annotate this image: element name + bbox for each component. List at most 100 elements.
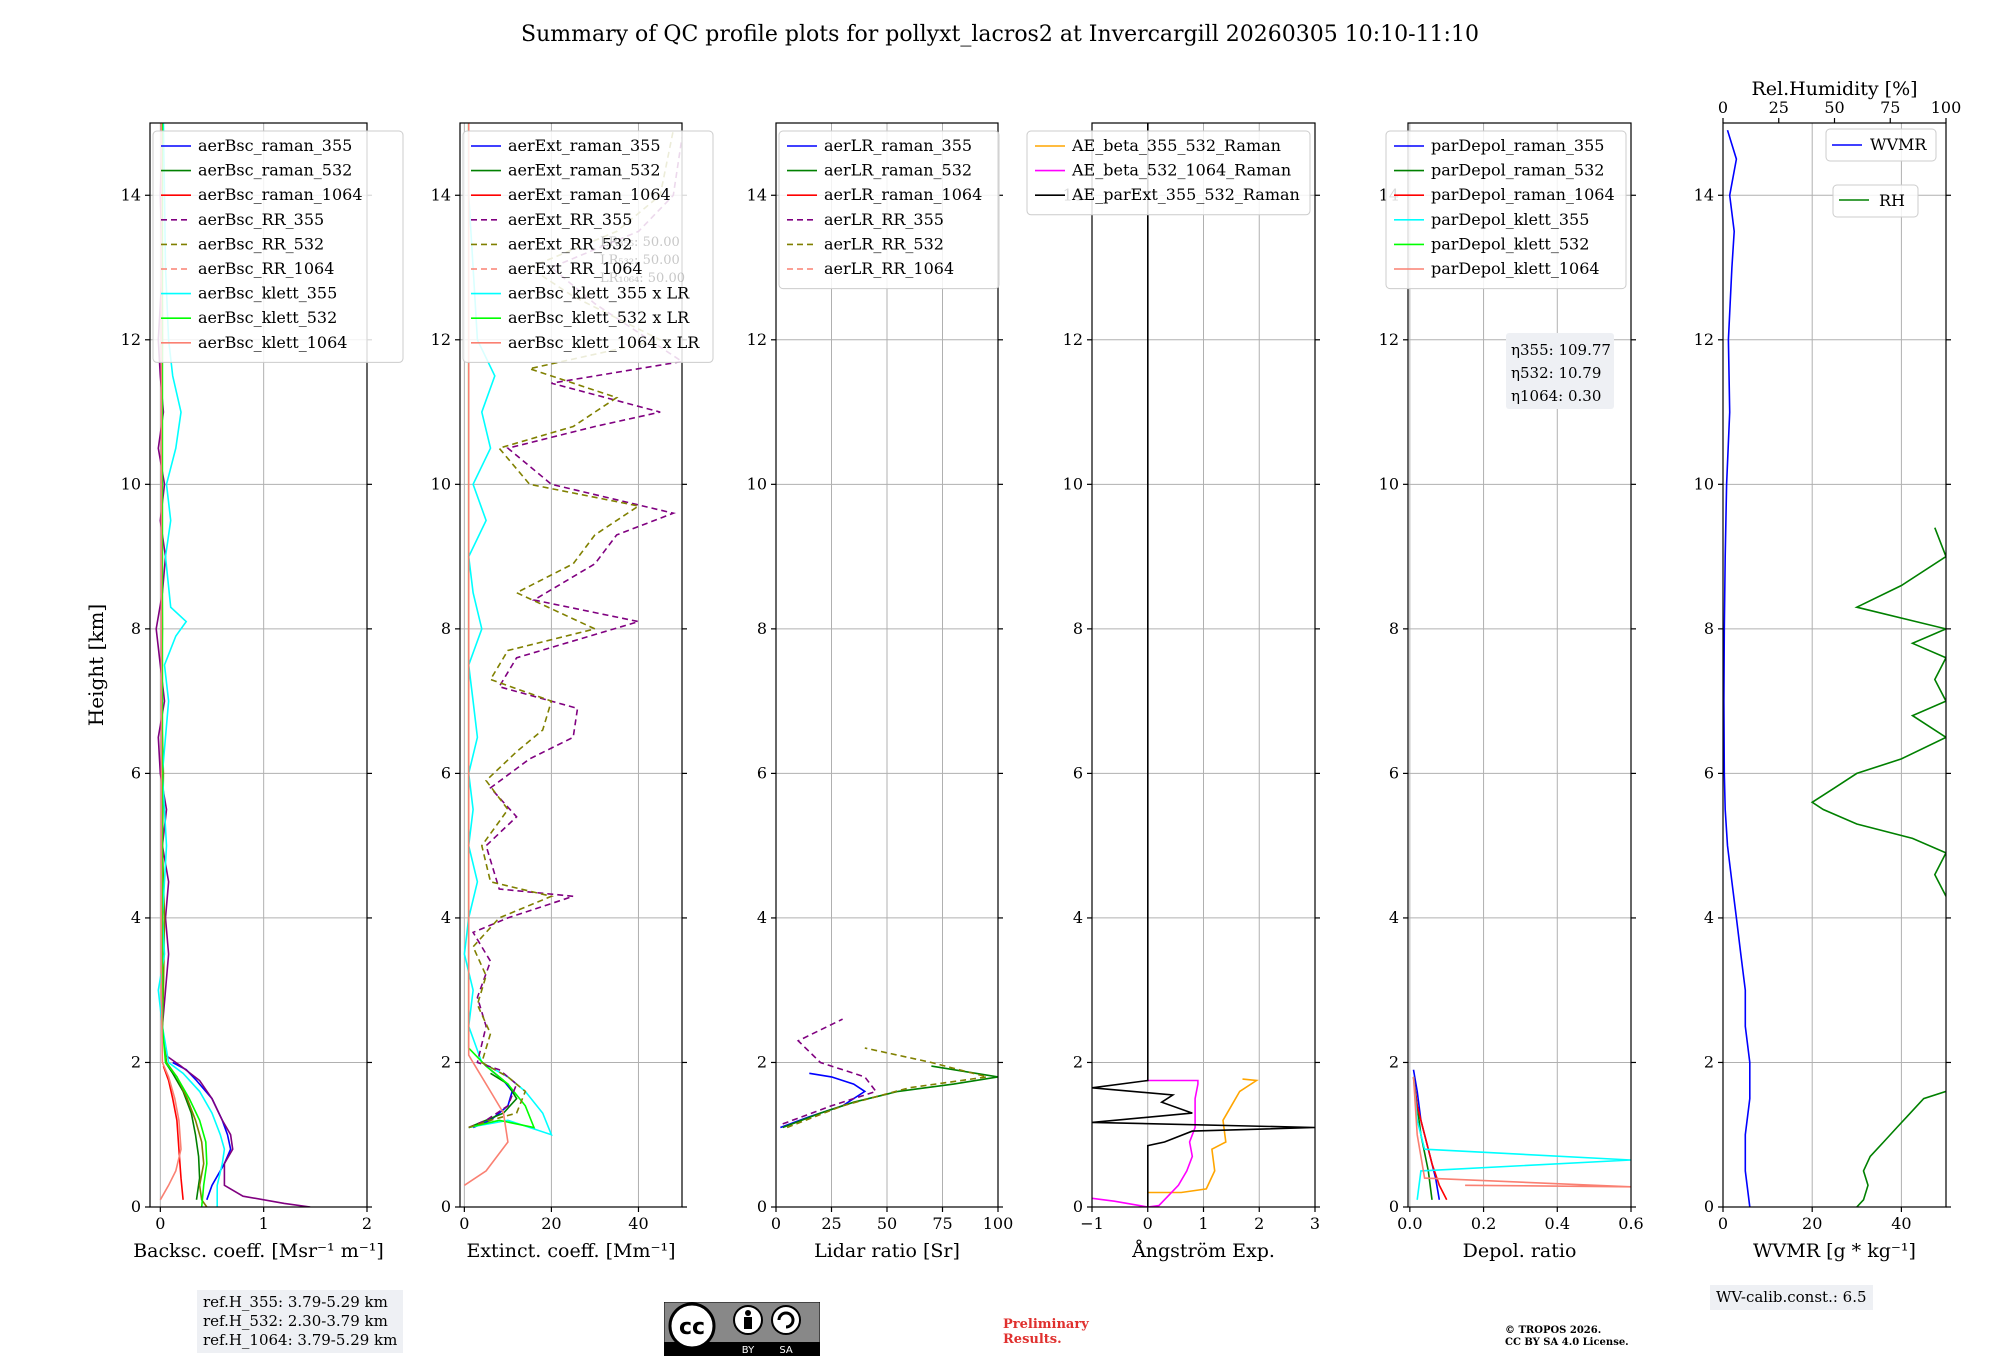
ytick-label: 2 (1704, 1052, 1714, 1071)
cc-text: cc (679, 1315, 705, 1340)
ytick-label: 4 (1389, 908, 1399, 927)
xtick-label: 40 (628, 1214, 648, 1233)
legend-label: parDepol_klett_1064 (1431, 259, 1600, 278)
xtick-label: 2 (362, 1214, 372, 1233)
ytick-label: 8 (1704, 619, 1714, 638)
ytick-label: 14 (1694, 185, 1714, 204)
legend-label: parDepol_raman_1064 (1431, 185, 1615, 204)
legend-label: aerExt_raman_532 (508, 161, 661, 180)
eta-label: η532: 10.79 (1511, 364, 1601, 382)
ytick-label: 6 (757, 763, 767, 782)
legend-label: AE_beta_532_1064_Raman (1071, 161, 1291, 180)
ytick-label: 4 (1073, 908, 1083, 927)
ytick-label: 4 (1704, 908, 1714, 927)
legend-depolarization: parDepol_raman_355 parDepol_raman_532 parD… (1385, 130, 1627, 290)
legend-label: parDepol_klett_355 (1431, 210, 1589, 229)
legend-label: aerBsc_RR_1064 (198, 259, 334, 278)
ytick-label: 0 (131, 1197, 141, 1216)
x-axis-label: Depol. ratio (1463, 1240, 1577, 1262)
series-line-AE_parExt_355_532_Raman (1092, 123, 1315, 1207)
xtick-label: 0.4 (1545, 1214, 1570, 1233)
xtick-label: 20 (541, 1214, 561, 1233)
ytick-label: 8 (1073, 619, 1083, 638)
ytick-label: 0 (441, 1197, 451, 1216)
legend-label: aerLR_RR_1064 (824, 259, 954, 278)
wv-calibration-box: WV-calib.const.: 6.5 (1710, 1285, 1873, 1310)
series-line-aerBsc_raman_532 (164, 1062, 201, 1200)
ytick-label: 6 (1073, 763, 1083, 782)
xtick-label: 40 (1891, 1214, 1911, 1233)
legend-label: aerExt_RR_532 (508, 234, 632, 253)
series-line-aerBsc_raman_1064 (162, 1065, 184, 1200)
figure-title: Summary of QC profile plots for pollyxt_… (521, 22, 1479, 47)
series-line-aerBsc_klett_1064 x LR (463, 123, 509, 1186)
ytick-label: 2 (131, 1052, 141, 1071)
ytick-label: 0 (1073, 1197, 1083, 1216)
ytick-label: 2 (1389, 1052, 1399, 1071)
xtick-label: 100 (983, 1214, 1014, 1233)
series-group-lidar_ratio (780, 1018, 998, 1129)
x-axis-label: Lidar ratio [Sr] (814, 1240, 960, 1262)
xtick-label: 1 (259, 1214, 269, 1233)
ytick-label: 8 (1389, 619, 1399, 638)
legend-label: aerExt_raman_1064 (508, 185, 671, 204)
legend-label: aerBsc_klett_532 (198, 308, 337, 327)
ytick-label: 0 (1704, 1197, 1714, 1216)
ytick-label: 4 (757, 908, 767, 927)
y-axis-label: Height [km] (84, 604, 108, 726)
copyright-line-2: CC BY SA 4.0 License. (1505, 1337, 1629, 1348)
xtick-label: 2 (1254, 1214, 1264, 1233)
series-line-aerExt_RR_355 (468, 137, 682, 1129)
reference-heights-box: ref.H_355: 3.79-5.29 km ref.H_532: 2.30-… (197, 1290, 404, 1353)
ytick-label: 0 (757, 1197, 767, 1216)
top-xtick-label: 75 (1880, 98, 1900, 117)
eta-labels-box: η355: 109.77 η532: 10.79 η1064: 0.30 (1506, 333, 1614, 409)
ytick-label: 6 (441, 763, 451, 782)
ytick-label: 0 (1389, 1197, 1399, 1216)
ytick-label: 12 (747, 330, 767, 349)
panel-extinction: 0 2 4 6 8 10 12 14 0 20 40 Extinct. coeff. [Mm⁻¹] ae… (431, 122, 714, 1262)
series-group-depolarization (1412, 1069, 1631, 1201)
series-line-aerLR_RR_355 (782, 1018, 878, 1125)
ytick-label: 10 (747, 474, 767, 493)
lr-label: LR₅₃₂: 50.00 (600, 253, 680, 268)
legend-label: aerExt_RR_355 (508, 210, 632, 229)
series-line-aerBsc_klett_532 (161, 123, 208, 1207)
panel-water_vapor: 0 2 4 6 8 10 12 14 0 20 40 WVMR [g * kg⁻¹] 0 25 50 75 10… (1694, 78, 1962, 1262)
xtick-label: 75 (932, 1214, 952, 1233)
sa-label: SA (779, 1345, 793, 1356)
lr-labels: LR₃₅₅: 50.00 LR₅₃₂: 50.00 LR₁₀₆₄: 50.00 (600, 235, 685, 286)
xtick-label: 1 (1198, 1214, 1208, 1233)
ytick-label: 12 (121, 330, 141, 349)
xtick-label: 0 (459, 1214, 469, 1233)
xtick-label: 0.6 (1618, 1214, 1643, 1233)
legend-label: aerLR_raman_532 (824, 161, 972, 180)
ytick-label: 12 (1694, 330, 1714, 349)
top-xtick-label: 50 (1824, 98, 1844, 117)
xtick-label: 0.2 (1471, 1214, 1496, 1233)
ytick-label: 10 (1379, 474, 1399, 493)
axes-frame-depolarization (1407, 122, 1632, 1208)
xtick-label: −1 (1080, 1214, 1104, 1233)
series-line-aerLR_RR_532 (786, 1047, 988, 1129)
preliminary-line-2: Results. (1003, 1332, 1062, 1347)
ytick-label: 14 (747, 185, 767, 204)
ytick-label: 12 (431, 330, 451, 349)
series-line-parDepol_klett_355 (1412, 1076, 1631, 1200)
xtick-label: 20 (1802, 1214, 1822, 1233)
grid-angstrom (1091, 123, 1316, 1208)
ytick-label: 6 (1389, 763, 1399, 782)
xtick-label: 0 (1718, 1214, 1728, 1233)
lr-label: LR₃₅₅: 50.00 (600, 235, 680, 250)
legend-label: aerBsc_klett_355 x LR (508, 284, 690, 303)
series-group-backscatter (155, 123, 311, 1207)
ytick-label: 12 (1063, 330, 1083, 349)
series-line-aerBsc_klett_1064 (159, 123, 182, 1201)
series-line-aerBsc_klett_355 (157, 123, 226, 1207)
legend-label: aerLR_raman_355 (824, 136, 972, 155)
ytick-label: 10 (1063, 474, 1083, 493)
legend-water_vapor: WVMR RH (1825, 128, 1937, 218)
legend-label: aerBsc_RR_355 (198, 210, 324, 229)
legend-label: AE_beta_355_532_Raman (1071, 136, 1281, 155)
